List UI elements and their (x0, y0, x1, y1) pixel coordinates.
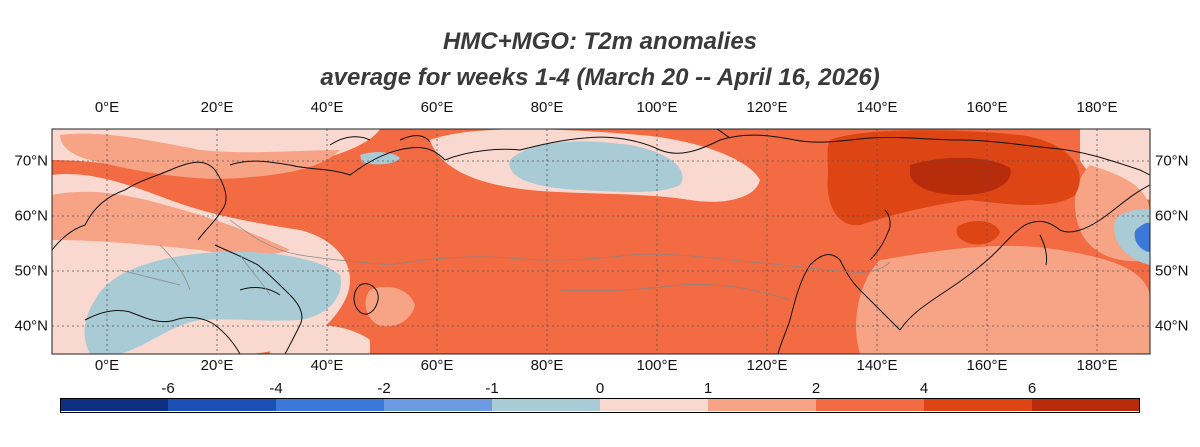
field-lightpink-mideast (269, 324, 370, 354)
field-salmon-pacific (856, 245, 1150, 354)
lon-label-bottom: 0°E (94, 357, 120, 374)
lon-label-bottom: 80°E (530, 357, 564, 374)
field-salmon-arctic-coast (60, 133, 340, 179)
colorbar-tick-label: 6 (1027, 380, 1037, 397)
country-borders (119, 219, 891, 301)
lon-label-bottom: 120°E (746, 357, 788, 374)
map-frame (51, 128, 1151, 355)
colorbar-border (60, 398, 1140, 413)
lat-label-right: 70°N (1155, 152, 1189, 170)
lat-label-left: 60°N (14, 207, 48, 225)
lon-label-top: 120°E (746, 99, 788, 116)
lon-label-bottom: 40°E (310, 357, 344, 374)
lat-label-right: 60°N (1155, 207, 1189, 225)
colorbar-segment (924, 398, 1032, 411)
field-blue-bering (1114, 208, 1150, 265)
colorbar-segment (600, 398, 708, 411)
graticule (52, 129, 1150, 354)
colorbar-tick-label: 4 (919, 380, 929, 397)
field-midblue-bering (1134, 222, 1150, 252)
lon-label-top: 140°E (856, 99, 898, 116)
coastlines (52, 129, 1150, 354)
lat-label-left: 70°N (14, 152, 48, 170)
lat-label-left: 40°N (14, 317, 48, 335)
lon-label-bottom: 140°E (856, 357, 898, 374)
colorbar-segment (384, 398, 492, 411)
colorbar-tick-label: -2 (377, 380, 391, 397)
field-lightpink-northeast (1080, 129, 1150, 200)
colorbar-tick-label: 1 (703, 380, 713, 397)
lon-label-bottom: 180°E (1076, 357, 1118, 374)
colorbar-tick-label: 0 (595, 380, 605, 397)
lon-label-bottom: 100°E (636, 357, 678, 374)
lon-label-top: 100°E (636, 99, 678, 116)
colorbar-segment (1032, 398, 1140, 411)
colorbar-segment (276, 398, 384, 411)
lon-label-bottom: 160°E (966, 357, 1008, 374)
lon-label-top: 60°E (420, 99, 454, 116)
lon-label-bottom: 60°E (420, 357, 454, 374)
colorbar-segment (492, 398, 600, 411)
colorbar (60, 398, 1140, 413)
map-title: HMC+MGO: T2m anomalies (442, 28, 758, 55)
colorbar-tick-label: 2 (811, 380, 821, 397)
field-blue-kara-sea (509, 141, 683, 193)
field-salmon-europe (52, 191, 290, 256)
lon-label-top: 20°E (200, 99, 234, 116)
lon-label-top: 160°E (966, 99, 1008, 116)
lat-label-right: 40°N (1155, 317, 1189, 335)
lat-label-right: 50°N (1155, 262, 1189, 280)
colorbar-tick-label: -1 (485, 380, 499, 397)
lon-label-top: 80°E (530, 99, 564, 116)
colorbar-tick-label: -4 (269, 380, 283, 397)
lat-label-left: 50°N (14, 262, 48, 280)
lon-label-top: 180°E (1076, 99, 1118, 116)
lon-label-bottom: 20°E (200, 357, 234, 374)
anomaly-field (52, 129, 1150, 354)
field-darkred-core (910, 157, 1011, 195)
lon-label-top: 0°E (94, 99, 120, 116)
colorbar-segment (168, 398, 276, 411)
map-subtitle: average for weeks 1-4 (March 20 -- April… (320, 64, 880, 91)
colorbar-segment (816, 398, 924, 411)
field-red-okhotsk (956, 220, 1000, 245)
lon-label-top: 40°E (310, 99, 344, 116)
colorbar-tick-label: -6 (161, 380, 175, 397)
colorbar-segment (708, 398, 816, 411)
colorbar-segment (60, 398, 168, 411)
